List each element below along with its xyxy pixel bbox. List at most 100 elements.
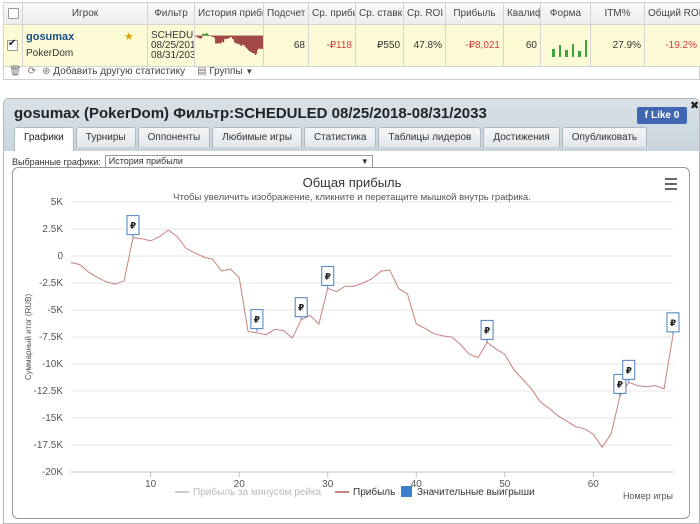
groups-icon: ▤ (197, 65, 207, 77)
header-avg-profit[interactable]: Ср. прибыл (308, 2, 356, 25)
itm-cell: 27.9% (590, 24, 645, 67)
big-win-flag (622, 359, 636, 380)
header-total-roi[interactable]: Общий ROI (644, 2, 700, 25)
facebook-like-button[interactable]: f Like 0 (637, 107, 687, 124)
header-count[interactable]: Подсчет (263, 2, 309, 25)
refresh-icon[interactable]: ⟳ (27, 65, 37, 77)
sparkline-bar (253, 35, 255, 54)
header-player[interactable]: Игрок (22, 2, 148, 25)
tab-1[interactable]: Турниры (75, 127, 136, 147)
avg-roi-cell: 47.8% (403, 24, 446, 67)
select-all-checkbox[interactable] (7, 7, 19, 19)
profit-series-line[interactable] (70, 229, 674, 449)
tab-2[interactable]: Оппоненты (137, 127, 211, 147)
legend-label: Значительные выигрыши (417, 487, 535, 498)
legend-item-big-wins[interactable]: Значительные выигрыши (401, 486, 535, 498)
profit-chart[interactable]: Общая прибыль Чтобы увеличить изображение… (13, 168, 690, 519)
big-win-glyph: ₽ (254, 315, 260, 325)
sparkline-bar (252, 35, 254, 53)
legend-item-profit[interactable]: Прибыль (335, 486, 395, 498)
y-tick-label: 5K (51, 197, 64, 208)
row-checkbox[interactable] (7, 38, 18, 51)
big-win-marker[interactable]: ₽ (480, 319, 494, 343)
big-win-flag (294, 297, 308, 318)
header-filter[interactable]: Фильтр (147, 2, 195, 25)
sparkline-bar (219, 35, 221, 44)
header-itm[interactable]: ITM% (590, 2, 645, 25)
tab-0[interactable]: Графики (14, 127, 74, 151)
big-win-marker[interactable]: ₽ (321, 265, 335, 289)
big-win-marker[interactable]: ₽ (622, 359, 636, 383)
sparkline-bar (201, 35, 203, 39)
big-win-glyph: ₽ (670, 318, 676, 328)
menu-icon-line (665, 178, 677, 180)
sparkline-bar (242, 35, 244, 45)
tab-6[interactable]: Достижения (483, 127, 560, 147)
sparkline-bar (199, 35, 201, 39)
y-tick-label: -15K (42, 413, 63, 424)
total-roi-cell: -19.2% (644, 24, 700, 67)
filter-line: 08/25/2018 (151, 39, 194, 51)
groups-button[interactable]: ▤ Группы ▼ (197, 66, 253, 77)
sparkline-bar (206, 33, 208, 36)
tab-7[interactable]: Опубликовать (561, 127, 648, 147)
table-toolbar: 🗑 ⟳ ⊕ Добавить другую статистику ▤ Групп… (3, 62, 700, 80)
header-select-all[interactable] (3, 2, 23, 25)
sparkline-bar (239, 35, 241, 45)
sparkline-bar (198, 35, 200, 38)
tab-4[interactable]: Статистика (303, 127, 377, 147)
table-row[interactable]: gosumax PokerDom ★ SCHEDULE 08/25/2018 0… (3, 24, 700, 67)
header-form[interactable]: Форма (540, 2, 591, 25)
panel-title: gosumax (PokerDom) Фильтр:SCHEDULED 08/2… (14, 105, 487, 122)
sparkline-bar (249, 35, 251, 52)
sparkline-bar (203, 33, 205, 36)
player-name-link[interactable]: gosumax (26, 30, 75, 43)
big-win-glyph: ₽ (298, 303, 304, 313)
header-qualif[interactable]: Квалиф (503, 2, 541, 25)
big-win-glyph: ₽ (130, 221, 136, 231)
add-icon: ⊕ (42, 65, 51, 77)
row-select-cell[interactable] (3, 24, 23, 67)
sparkline-bar (204, 34, 206, 36)
sparkline-bar (196, 35, 198, 37)
y-tick-label: 0 (57, 251, 63, 262)
y-tick-label: -20K (42, 467, 63, 478)
legend-item-net-rake[interactable]: Прибыль за минусом рейка (175, 486, 322, 498)
sparkline-bar (251, 35, 253, 53)
add-stats-button[interactable]: ⊕ Добавить другую статистику (42, 66, 185, 77)
tab-3[interactable]: Любимые игры (212, 127, 302, 147)
x-tick-label: 10 (145, 479, 157, 490)
big-win-marker[interactable]: ₽ (126, 215, 140, 238)
profit-sparkline (195, 33, 263, 55)
header-profit[interactable]: Прибыль (445, 2, 504, 25)
legend-label: Прибыль за минусом рейка (193, 486, 322, 498)
big-win-marker[interactable]: ₽ (250, 309, 264, 332)
sparkline-bar (226, 35, 228, 39)
award-icon: ★ (124, 31, 134, 43)
avg-profit-cell: -₽118 (308, 24, 356, 67)
avg-stake-cell: ₽550 (355, 24, 404, 67)
header-avg-roi[interactable]: Ср. ROI (403, 2, 446, 25)
trash-icon[interactable]: 🗑 (9, 65, 22, 77)
form-bars (544, 35, 587, 57)
tab-5[interactable]: Таблицы лидеров (378, 127, 482, 147)
x-tick-label: 20 (234, 479, 246, 490)
sparkline-bar (233, 35, 235, 40)
sparkline-bar (231, 35, 233, 38)
groups-label: Группы (209, 65, 243, 77)
chart-select-value: История прибыли (108, 156, 183, 166)
y-tick-label: -2.5K (39, 278, 63, 289)
header-profit-history[interactable]: История прибыл (194, 2, 264, 25)
sparkline-bar (220, 35, 222, 44)
header-avg-stake[interactable]: Ср. ставка (355, 2, 404, 25)
panel-tabs: Графики Турниры Оппоненты Любимые игры Стати… (14, 127, 648, 151)
sparkline-bar (211, 35, 213, 37)
big-win-marker[interactable]: ₽ (294, 297, 308, 320)
profit-history-cell (194, 24, 264, 67)
sparkline-bar (254, 35, 256, 54)
big-win-marker[interactable]: ₽ (666, 312, 680, 335)
close-icon[interactable]: ✖ (690, 100, 700, 112)
chart-container[interactable]: Общая прибыль Чтобы увеличить изображение… (12, 167, 690, 519)
menu-icon[interactable] (665, 178, 677, 190)
sparkline-bar (228, 35, 230, 39)
